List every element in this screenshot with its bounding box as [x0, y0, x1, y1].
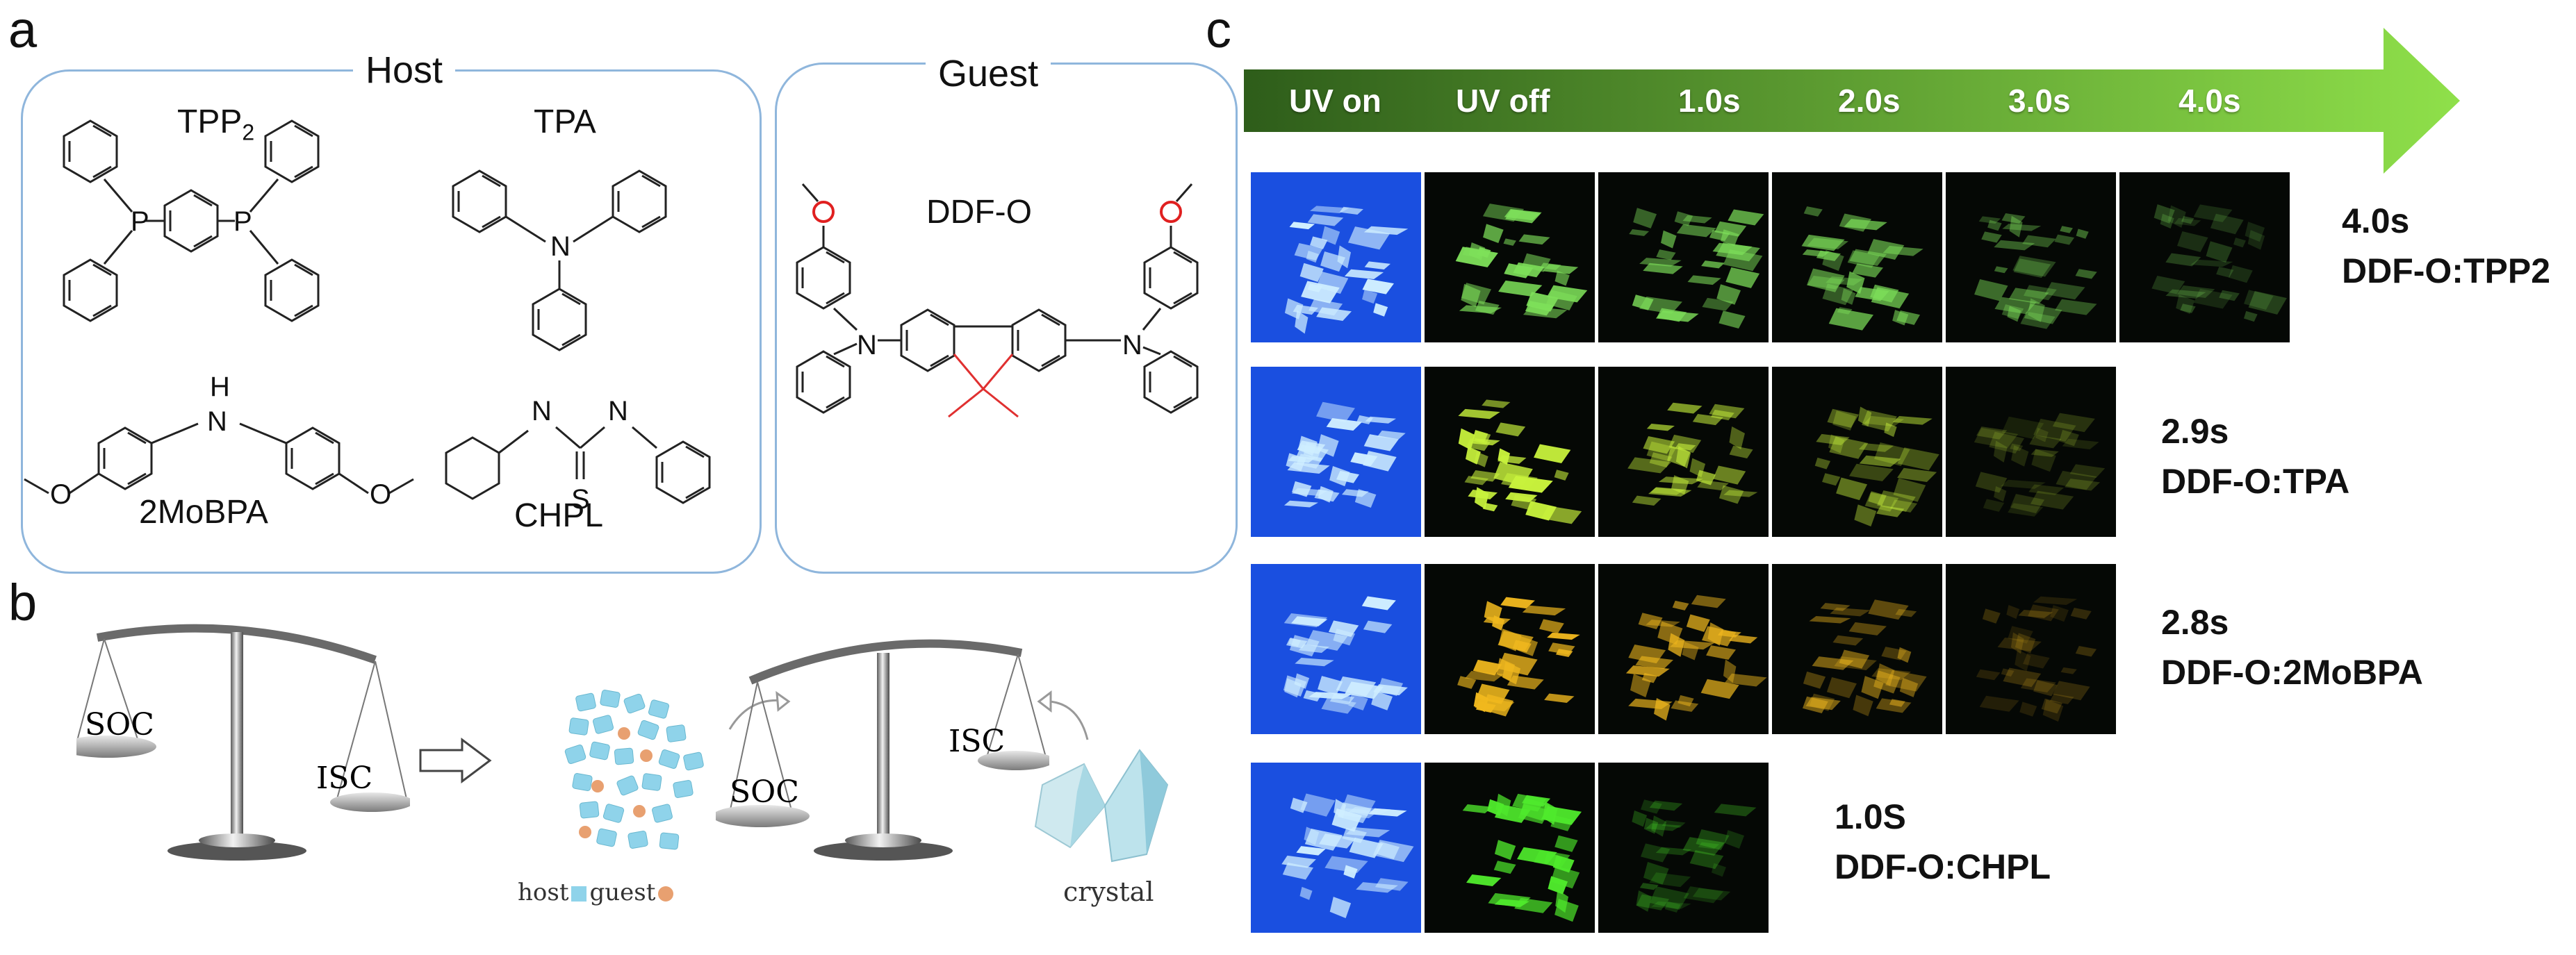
- 2mobpa-n: N: [207, 406, 227, 437]
- photo-row4-frame2: [1425, 763, 1595, 933]
- ddfo-n-left: N: [857, 330, 877, 360]
- isc-label-right: ISC: [949, 724, 1006, 759]
- chpl-n-left: N: [532, 396, 552, 426]
- panel-a-letter: a: [8, 1, 38, 58]
- row-1-duration: 4.0s: [2342, 201, 2410, 240]
- ddfo-structure: N N: [796, 183, 1199, 418]
- photo-row1-frame2: [1425, 172, 1595, 342]
- row-1-label: 4.0s DDF-O:TPP2: [2342, 196, 2550, 296]
- host-guest-cluster: [564, 690, 704, 850]
- curved-arrow-host: [728, 690, 791, 730]
- balance-right: [716, 639, 1049, 861]
- tpp2-structure: P P: [63, 119, 320, 322]
- photo-row4-frame3: [1598, 763, 1769, 933]
- soc-label-right: SOC: [730, 774, 799, 810]
- photo-row1-frame4: [1772, 172, 1942, 342]
- host-swatch: [571, 886, 587, 902]
- photo-row2-frame1: [1251, 367, 1421, 537]
- host-title: Host: [353, 49, 456, 92]
- row-3-label: 2.8s DDF-O:2MoBPA: [2161, 597, 2423, 697]
- photo-row1-frame6: [2119, 172, 2290, 342]
- tpp2-label-text: TPP: [177, 103, 243, 140]
- 2mobpa-label: 2MoBPA: [139, 494, 268, 531]
- timeline-arrow: [1244, 28, 2460, 174]
- guest-legend-label: guest: [589, 879, 656, 906]
- photo-row2-frame5: [1946, 367, 2116, 537]
- isc-label-left: ISC: [316, 761, 373, 796]
- row-2-duration: 2.9s: [2161, 412, 2229, 451]
- tpp2-p-right: P: [233, 206, 252, 237]
- timeline-uv-off: UV off: [1456, 83, 1550, 119]
- host-legend-label: host: [518, 879, 569, 906]
- chpl-s: S: [571, 484, 590, 515]
- 2mobpa-h: H: [210, 372, 230, 402]
- photo-row2-frame2: [1425, 367, 1595, 537]
- row-1-system: DDF-O:TPP2: [2342, 251, 2550, 290]
- balance-left: [76, 624, 410, 861]
- photo-row1-frame3: [1598, 172, 1769, 342]
- ddfo-label: DDF-O: [926, 194, 1032, 231]
- chpl-label: CHPL: [514, 497, 604, 534]
- guest-title: Guest: [926, 52, 1051, 95]
- tpp2-subscript: 2: [242, 119, 255, 145]
- photo-row4-frame1: [1251, 763, 1421, 933]
- 2mobpa-o-right: O: [370, 479, 391, 510]
- row-3-duration: 2.8s: [2161, 603, 2229, 642]
- row-4-label: 1.0S DDF-O:CHPL: [1835, 792, 2051, 892]
- row-2-system: DDF-O:TPA: [2161, 462, 2350, 501]
- timeline-2s: 2.0s: [1838, 83, 1901, 119]
- photo-row2-frame4: [1772, 367, 1942, 537]
- tpa-n: N: [550, 231, 571, 262]
- curved-arrow-crystal: [1037, 690, 1089, 740]
- timeline-3s: 3.0s: [2008, 83, 2071, 119]
- tpa-structure: N: [452, 169, 667, 351]
- row-3-system: DDF-O:2MoBPA: [2161, 653, 2423, 692]
- photo-row3-frame1: [1251, 564, 1421, 734]
- panel-c-letter: c: [1206, 1, 1231, 58]
- photo-row3-frame5: [1946, 564, 2116, 734]
- row-4-duration: 1.0S: [1835, 797, 1906, 836]
- timeline-4s: 4.0s: [2179, 83, 2241, 119]
- crystal-label: crystal: [1063, 877, 1154, 907]
- 2mobpa-structure: N H O O: [24, 372, 414, 510]
- photo-row1-frame1: [1251, 172, 1421, 342]
- ddfo-n-right: N: [1122, 330, 1142, 360]
- chpl-n-right: N: [608, 396, 628, 426]
- panel-b-arrow: [419, 738, 492, 783]
- 2mobpa-o-left: O: [50, 479, 72, 510]
- timeline-1s: 1.0s: [1678, 83, 1741, 119]
- chpl-structure: N S N: [445, 396, 711, 515]
- row-4-system: DDF-O:CHPL: [1835, 847, 2051, 886]
- tpa-label: TPA: [534, 103, 596, 140]
- timeline-uv-on: UV on: [1289, 83, 1381, 119]
- crystal-icon: [1034, 749, 1169, 863]
- row-2-label: 2.9s DDF-O:TPA: [2161, 406, 2349, 506]
- photo-row3-frame2: [1425, 564, 1595, 734]
- host-guest-legend: host guest: [518, 879, 674, 906]
- soc-label-left: SOC: [85, 707, 154, 742]
- photo-row2-frame3: [1598, 367, 1769, 537]
- tpp2-p-left: P: [131, 206, 149, 237]
- host-structures: P P N N H O O N S N: [24, 119, 711, 515]
- tpp2-label: TPP2: [177, 103, 254, 146]
- panel-b-letter: b: [8, 574, 38, 631]
- photo-row1-frame5: [1946, 172, 2116, 342]
- photo-row3-frame4: [1772, 564, 1942, 734]
- photo-row3-frame3: [1598, 564, 1769, 734]
- guest-swatch: [658, 886, 674, 902]
